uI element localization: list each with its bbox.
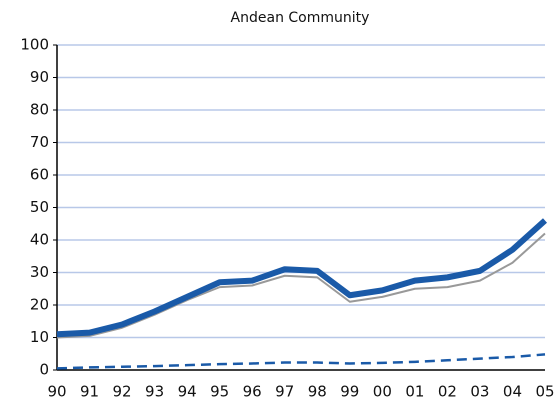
series-line <box>56 353 546 370</box>
x-tick-label: 97 <box>275 383 294 401</box>
y-tick-label: 90 <box>30 68 49 86</box>
chart-title: Andean Community <box>231 10 370 26</box>
y-tick-label: 0 <box>39 361 49 379</box>
y-tick-label: 30 <box>30 263 49 281</box>
x-tick-label: 91 <box>80 383 99 401</box>
y-tick-label: 10 <box>30 328 49 346</box>
x-tick-label: 95 <box>210 383 229 401</box>
y-tick-label: 20 <box>30 296 49 314</box>
y-tick-label: 50 <box>30 198 49 216</box>
x-tick-label: 92 <box>113 383 132 401</box>
x-tick-label: 98 <box>308 383 327 401</box>
x-tick-label: 03 <box>470 383 489 401</box>
x-tick-label: 00 <box>373 383 392 401</box>
y-tick-label: 80 <box>30 101 49 119</box>
x-tick-label: 01 <box>405 383 424 401</box>
series-line <box>56 218 548 338</box>
y-tick-label: 40 <box>30 231 49 249</box>
y-tick-label: 100 <box>20 36 49 54</box>
series-line <box>56 232 546 339</box>
x-tick-label: 96 <box>243 383 262 401</box>
x-tick-label: 02 <box>438 383 457 401</box>
y-tick-label: 70 <box>30 133 49 151</box>
x-tick-label: 99 <box>340 383 359 401</box>
x-tick-label: 90 <box>47 383 66 401</box>
x-tick-label: 05 <box>535 383 554 401</box>
x-tick-label: 94 <box>178 383 197 401</box>
x-tick-label: 04 <box>503 383 522 401</box>
y-tick-label: 60 <box>30 166 49 184</box>
x-tick-label: 93 <box>145 383 164 401</box>
